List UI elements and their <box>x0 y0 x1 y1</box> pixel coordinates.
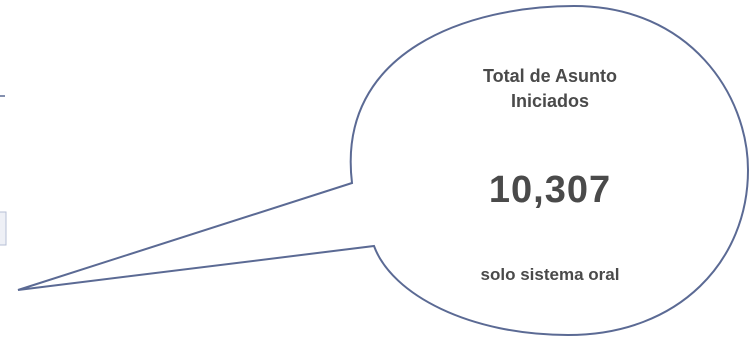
callout-footer: solo sistema oral <box>480 265 620 284</box>
speech-bubble-shape <box>17 4 750 337</box>
callout-title: Total de Asunto Iniciados <box>400 64 700 114</box>
callout-title-line-1: Total de Asunto <box>483 66 617 86</box>
left-edge-panel <box>0 211 7 246</box>
total-value: 10,307 <box>488 169 612 211</box>
callout-title-line-2: Iniciados <box>510 91 590 111</box>
